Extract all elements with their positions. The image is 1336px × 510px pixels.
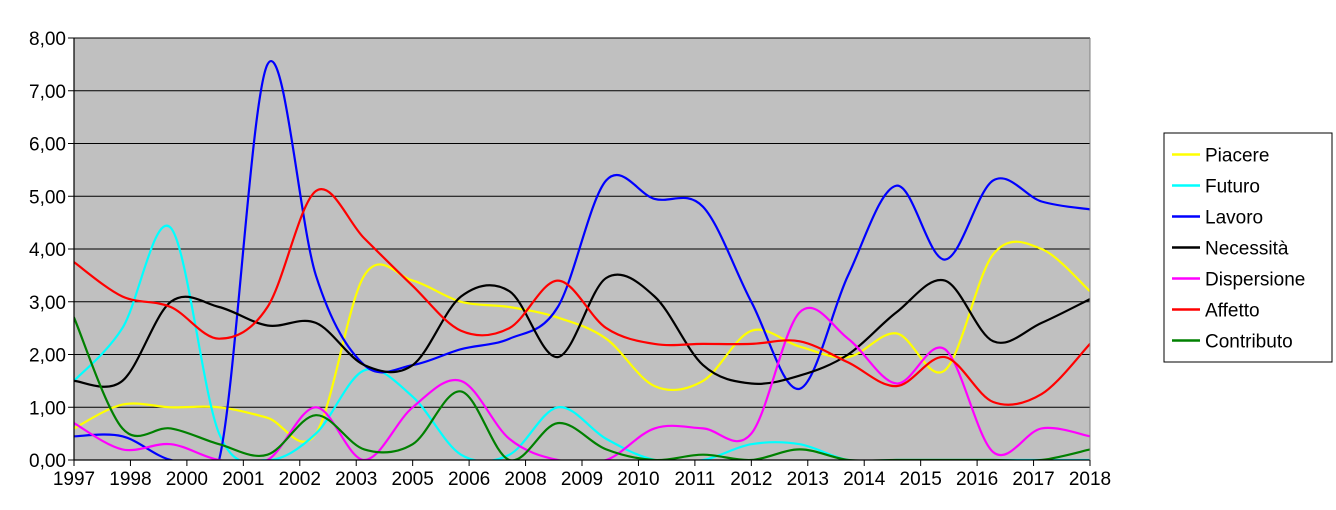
series-lines — [74, 60, 1090, 460]
x-tick-label: 1998 — [109, 469, 151, 490]
legend: Piacere Futuro Lavoro Necessità Dispersione A… — [1163, 132, 1333, 363]
axes — [73, 38, 1091, 461]
series-line-piacere — [74, 240, 1090, 443]
y-axis-ticks: 0,00 1,00 2,00 3,00 4,00 5,00 6,00 7,00 8,00 — [29, 29, 74, 472]
series-line-futuro — [74, 224, 1090, 460]
legend-label: Dispersione — [1205, 270, 1305, 291]
x-tick-label: 2006 — [448, 469, 490, 490]
legend-label: Piacere — [1205, 146, 1269, 167]
x-tick-label: 2015 — [900, 469, 942, 490]
series-line-lavoro — [74, 60, 1090, 460]
x-tick-label: 2013 — [787, 469, 829, 490]
x-tick-label: 2017 — [1012, 469, 1054, 490]
x-tick-label: 2018 — [1069, 469, 1111, 490]
y-tick-label: 0,00 — [29, 451, 66, 472]
x-tick-label: 2016 — [956, 469, 998, 490]
legend-label: Lavoro — [1205, 208, 1263, 229]
y-tick-label: 5,00 — [29, 187, 66, 208]
series-line-affetto — [74, 188, 1090, 406]
legend-label: Necessità — [1205, 239, 1289, 260]
x-tick-label: 2011 — [674, 469, 715, 490]
x-tick-label: 2005 — [392, 469, 434, 490]
legend-label: Futuro — [1205, 177, 1260, 198]
y-tick-label: 1,00 — [29, 398, 66, 419]
series-line-contributo — [74, 316, 1090, 460]
x-tick-label: 2001 — [222, 469, 264, 490]
x-tick-label: 2012 — [730, 469, 772, 490]
legend-label: Affetto — [1205, 301, 1260, 322]
y-tick-label: 7,00 — [29, 82, 66, 103]
x-tick-label: 2014 — [843, 469, 886, 490]
x-tick-label: 1997 — [53, 469, 95, 490]
x-tick-label: 2003 — [335, 469, 377, 490]
y-tick-label: 3,00 — [29, 293, 66, 314]
x-tick-label: 2002 — [279, 469, 321, 490]
x-tick-label: 2000 — [166, 469, 208, 490]
y-tick-label: 6,00 — [29, 135, 66, 156]
y-tick-label: 2,00 — [29, 346, 66, 367]
x-tick-label: 2008 — [504, 469, 546, 490]
x-tick-label: 2010 — [617, 469, 659, 490]
x-tick-label: 2009 — [561, 469, 603, 490]
series-line-dispersione — [74, 306, 1090, 460]
legend-label: Contributo — [1205, 332, 1293, 353]
y-tick-label: 8,00 — [29, 29, 66, 50]
y-tick-label: 4,00 — [29, 240, 66, 261]
series-line-necessit- — [74, 273, 1090, 388]
x-axis-ticks: 1997 1998 2000 2001 2002 2003 2005 2006 2008 2009… — [53, 460, 1111, 490]
